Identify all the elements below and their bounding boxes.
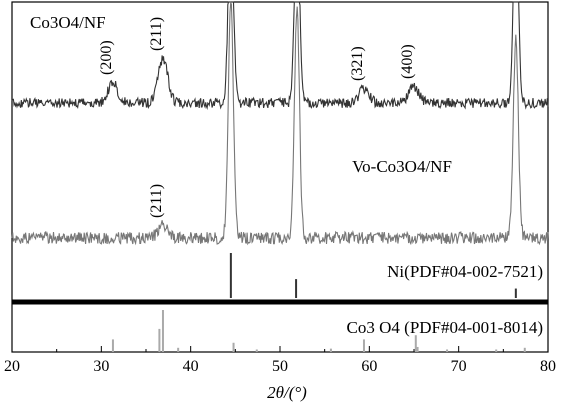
x-axis-label: 2θ/(°)	[267, 383, 307, 402]
x-axis-ticks: 20 30 40 50 60 70 80	[4, 346, 556, 375]
pattern-labels: Co3O4/NF (200) (211) (321) (400) Vo-Co3O4/NF (…	[30, 13, 543, 337]
peak-annotation: (211)	[148, 184, 165, 218]
plot-frame	[11, 1, 549, 353]
peak-annotation: (400)	[399, 44, 416, 79]
peak-annotation: (211)	[148, 17, 165, 51]
x-tick-label: 80	[540, 358, 556, 375]
peak-annotation: (200)	[98, 40, 115, 75]
x-tick-label: 60	[361, 358, 377, 375]
ref-label-co3o4: Co3 O4 (PDF#04-001-8014)	[347, 318, 543, 337]
trace-co3o4-nf	[11, 1, 549, 111]
x-tick-label: 30	[93, 358, 109, 375]
x-tick-label: 40	[183, 358, 199, 375]
ref-label-ni: Ni(PDF#04-002-7521)	[387, 262, 543, 281]
x-tick-label: 50	[272, 358, 288, 375]
pattern-traces	[11, 1, 549, 246]
reference-sticks	[111, 253, 526, 352]
peak-annotation: (321)	[349, 46, 366, 81]
trace-vo-co3o4-nf	[11, 1, 549, 246]
x-tick-label: 70	[451, 358, 467, 375]
panel-label-vo-co3o4-nf: Vo-Co3O4/NF	[352, 157, 452, 176]
panel-label-co3o4-nf: Co3O4/NF	[30, 13, 106, 32]
x-tick-label: 20	[4, 358, 20, 375]
